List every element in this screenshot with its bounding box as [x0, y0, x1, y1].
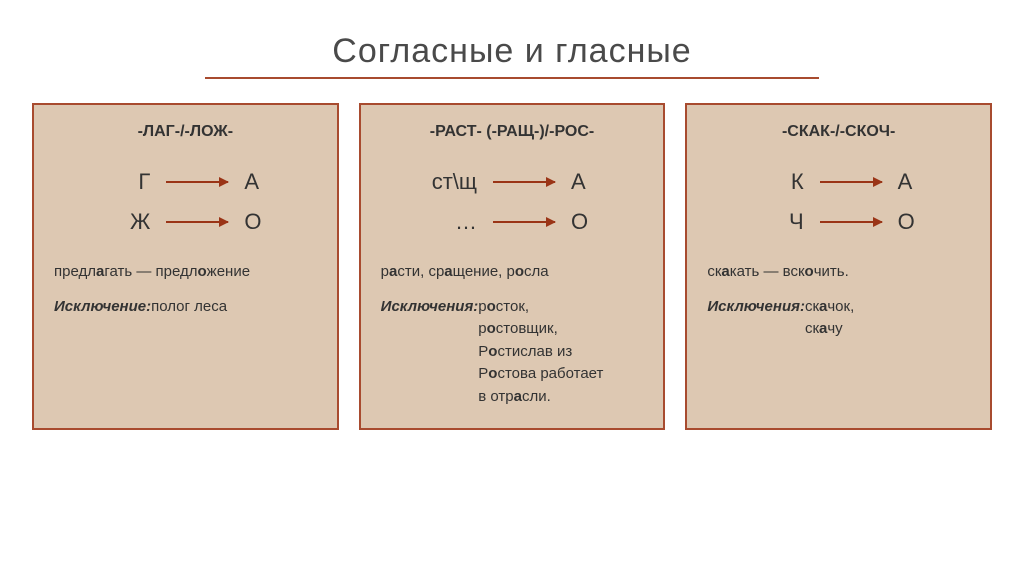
examples: расти, сращение, росла — [381, 261, 644, 284]
exception-list: полог леса — [151, 296, 227, 319]
exception-list: росток,ростовщик,Ростислав изРостова раб… — [478, 296, 603, 409]
exception-label: Исключения: — [381, 298, 479, 315]
rule-card: -СКАК-/-СКОЧ-КАЧОскакать — вскочить.Искл… — [685, 103, 992, 430]
rule-left: ст\щ — [423, 169, 477, 195]
card-title: -РАСТ- (-РАЩ-)/-РОС- — [381, 123, 644, 141]
rule-card: -ЛАГ-/-ЛОЖ-ГАЖОпредлагать — предложениеИ… — [32, 103, 339, 430]
rule-row: КА — [707, 169, 970, 195]
rule-left: Г — [96, 169, 150, 195]
rule-left: К — [750, 169, 804, 195]
rule-right: О — [571, 209, 601, 235]
exceptions: Исключения: росток,ростовщик,Ростислав и… — [381, 296, 644, 409]
rules-block: ст\щА…О — [381, 169, 644, 235]
card-title: -СКАК-/-СКОЧ- — [707, 123, 970, 141]
rules-block: КАЧО — [707, 169, 970, 235]
rule-left: … — [423, 209, 477, 235]
page-title: Согласные и гласные — [0, 0, 1024, 77]
cards-container: -ЛАГ-/-ЛОЖ-ГАЖОпредлагать — предложениеИ… — [0, 103, 1024, 430]
arrow-icon — [166, 181, 228, 183]
arrow-icon — [820, 181, 882, 183]
rule-right: А — [244, 169, 274, 195]
examples: скакать — вскочить. — [707, 261, 970, 284]
examples: предлагать — предложение — [54, 261, 317, 284]
rule-right: А — [571, 169, 601, 195]
rule-row: ГА — [54, 169, 317, 195]
exception-label: Исключения: — [707, 298, 805, 315]
title-underline — [205, 77, 819, 79]
rule-right: А — [898, 169, 928, 195]
rule-row: …О — [381, 209, 644, 235]
rule-row: ст\щ А — [381, 169, 644, 195]
rule-card: -РАСТ- (-РАЩ-)/-РОС-ст\щА…Орасти, сращен… — [359, 103, 666, 430]
exception-label: Исключение: — [54, 298, 151, 315]
arrow-icon — [493, 221, 555, 223]
rule-left: Ж — [96, 209, 150, 235]
rule-right: О — [898, 209, 928, 235]
card-title: -ЛАГ-/-ЛОЖ- — [54, 123, 317, 141]
exception-list: скачок,скачу — [805, 296, 854, 341]
arrow-icon — [493, 181, 555, 183]
exceptions: Исключения: скачок,скачу — [707, 296, 970, 341]
exceptions: Исключение: полог леса — [54, 296, 317, 319]
rule-row: ЖО — [54, 209, 317, 235]
rules-block: ГАЖО — [54, 169, 317, 235]
arrow-icon — [166, 221, 228, 223]
arrow-icon — [820, 221, 882, 223]
rule-right: О — [244, 209, 274, 235]
rule-row: ЧО — [707, 209, 970, 235]
rule-left: Ч — [750, 209, 804, 235]
